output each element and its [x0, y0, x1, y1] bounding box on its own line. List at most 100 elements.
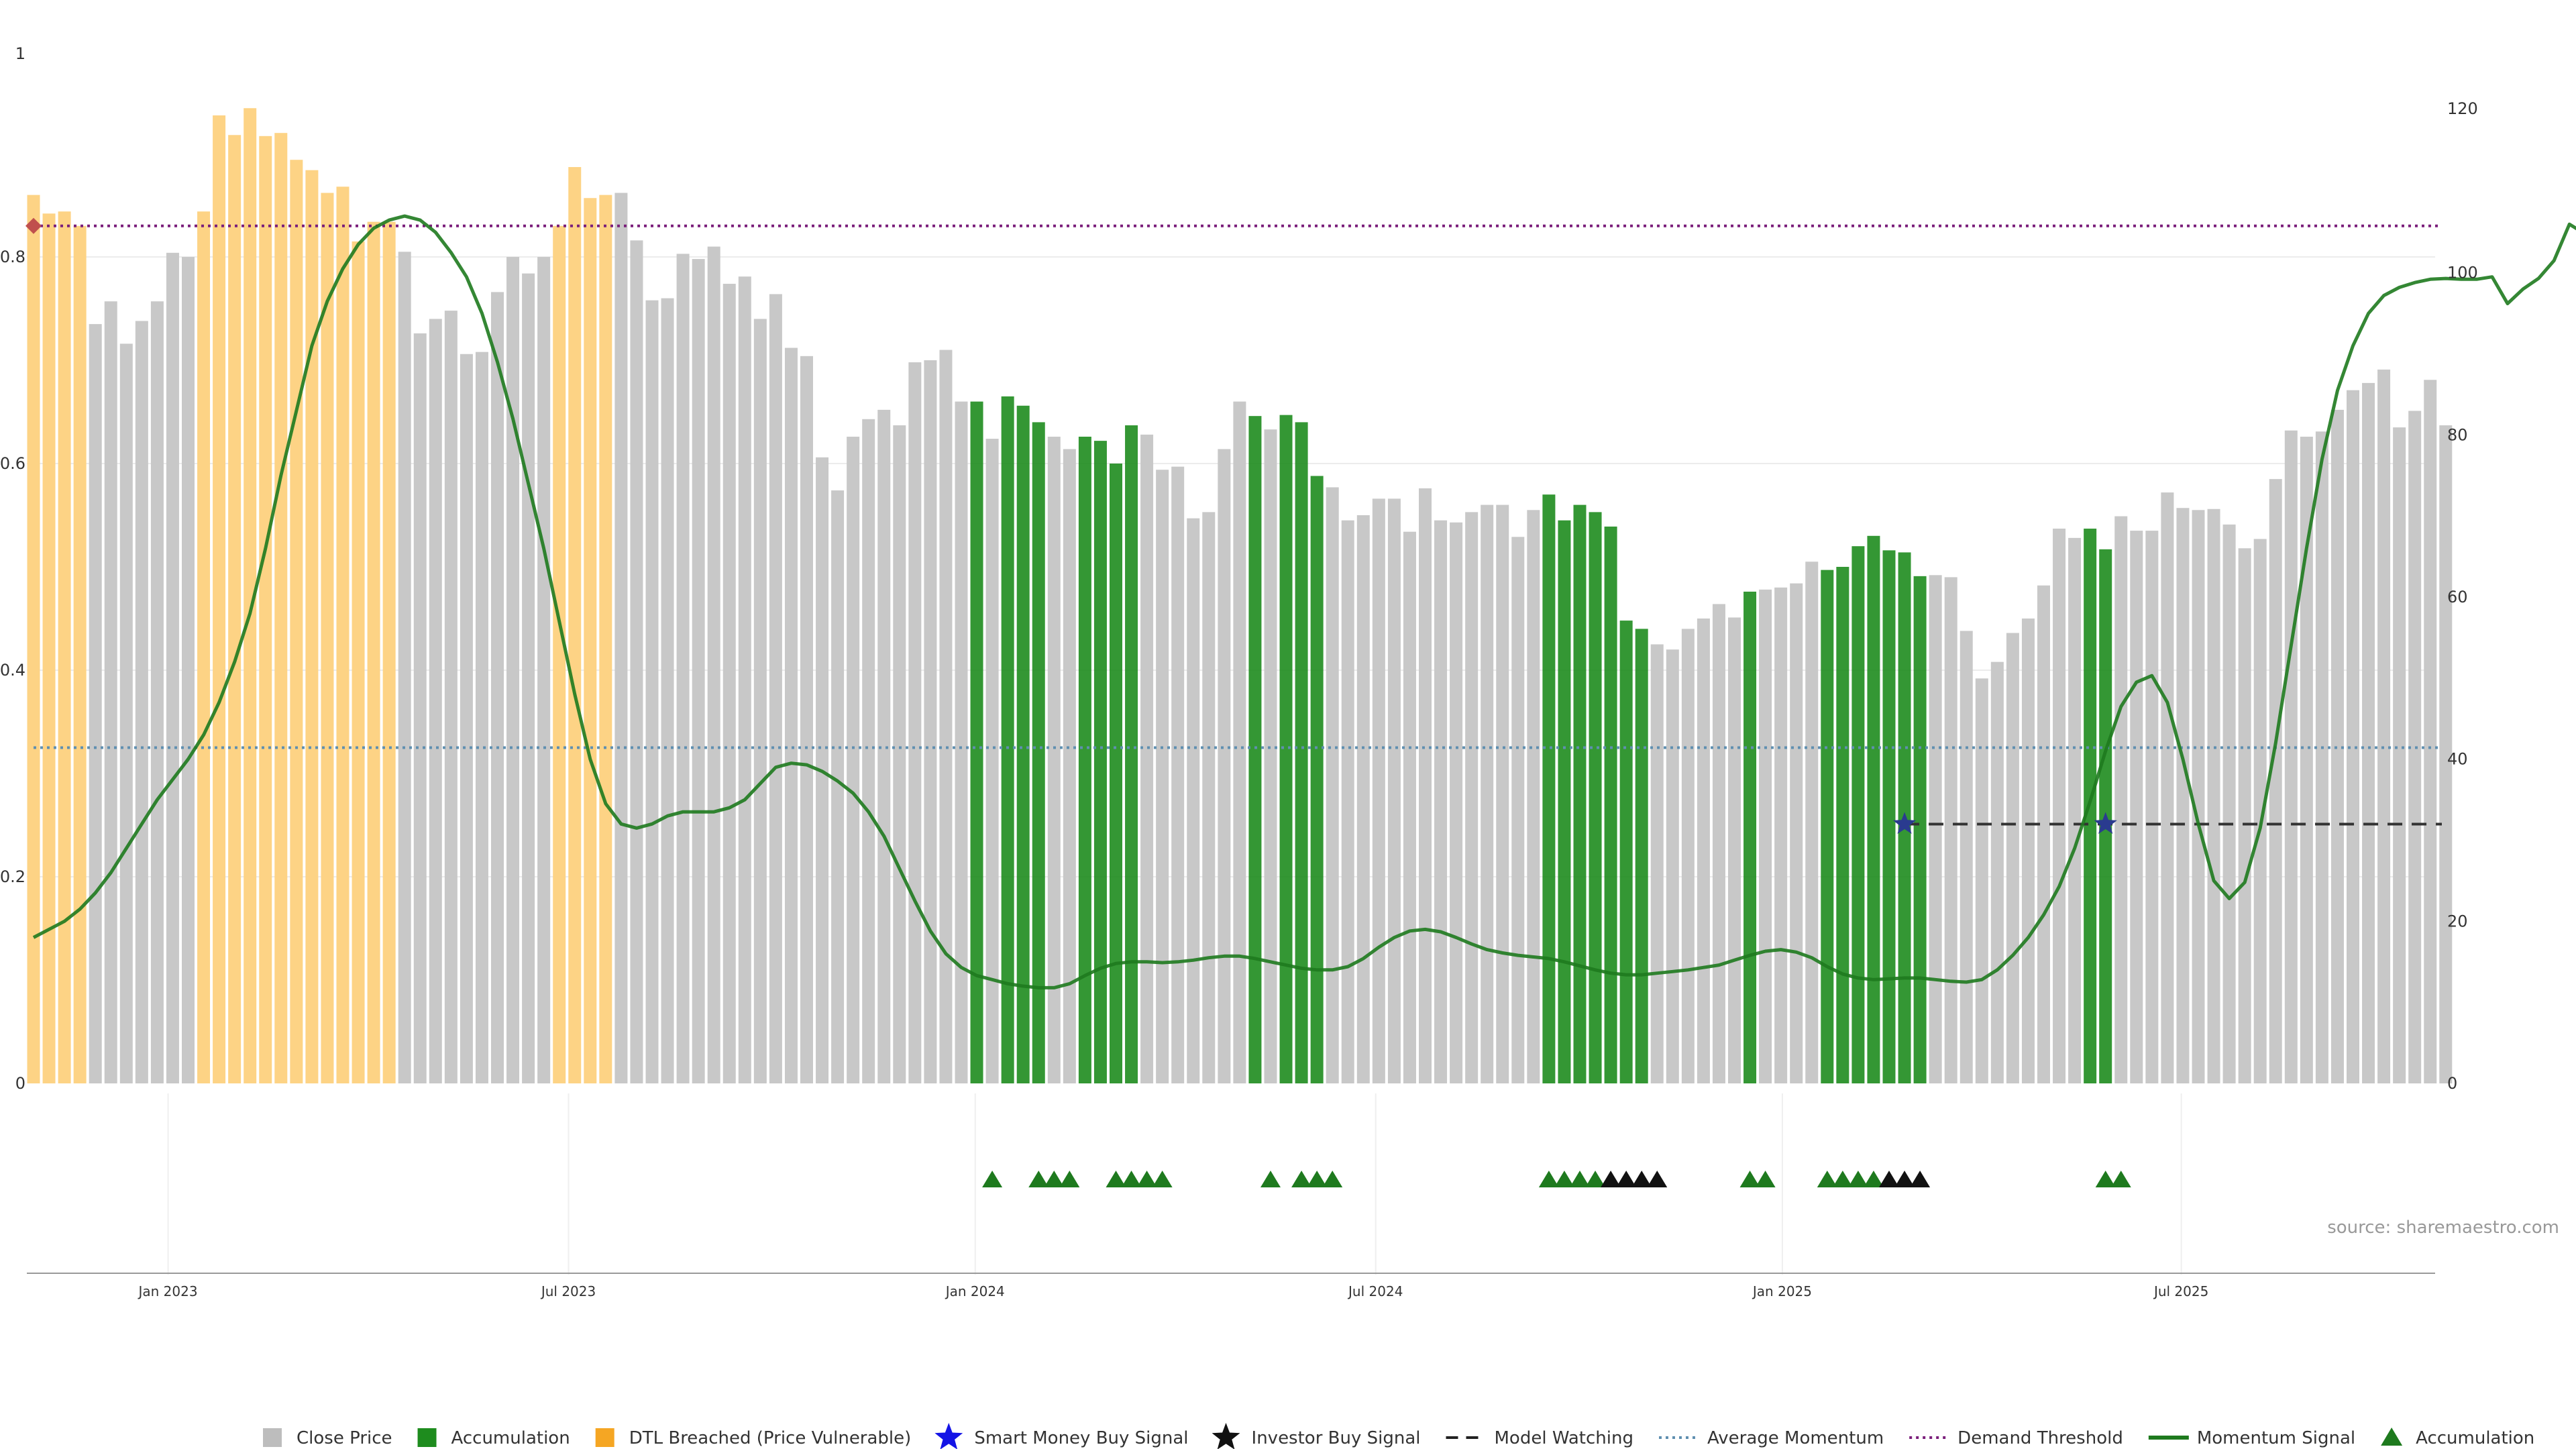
momentum-line-group: [32, 214, 2576, 989]
price-bar: [1635, 629, 1648, 1083]
price-bar: [769, 294, 782, 1084]
price-bar: [1341, 520, 1354, 1083]
price-bar: [692, 259, 705, 1084]
legend-item: Accumulation: [417, 1428, 570, 1448]
price-bar: [847, 436, 860, 1083]
price-bar: [1573, 504, 1587, 1083]
price-bar: [89, 324, 102, 1084]
accumulation-marker: [1260, 1171, 1281, 1187]
price-bar: [1604, 526, 1617, 1083]
price-bar: [676, 254, 690, 1083]
price-bar: [2377, 369, 2391, 1083]
price-bar: [707, 246, 720, 1084]
price-bar: [1960, 631, 1973, 1083]
price-bar: [614, 193, 628, 1083]
investor-buy-marker: [1910, 1171, 1931, 1187]
legend-label: Model Watching: [1495, 1428, 1633, 1448]
accumulation-marker: [1291, 1171, 1312, 1187]
price-bar: [1233, 401, 1246, 1083]
price-bar: [274, 133, 288, 1084]
price-bar: [1202, 512, 1216, 1083]
momentum-signal-line: [32, 214, 2576, 989]
price-bar: [2006, 633, 2019, 1083]
x-tick-label: Jul 2024: [1347, 1283, 1403, 1299]
legend-star-icon: [934, 1423, 963, 1449]
investor-buy-marker: [1879, 1171, 1899, 1187]
price-bar: [753, 319, 767, 1083]
price-bar: [382, 221, 396, 1083]
price-bar: [2145, 531, 2159, 1083]
investor-buy-marker: [1631, 1171, 1652, 1187]
price-bar: [244, 108, 257, 1084]
source-label: source: sharemaestro.com: [2327, 1218, 2559, 1238]
price-bar: [1589, 512, 1602, 1083]
price-bar: [2408, 411, 2422, 1083]
price-bar: [985, 439, 999, 1083]
price-bar: [150, 301, 164, 1084]
price-bar: [1929, 575, 1942, 1083]
legend-label: Average Momentum: [1707, 1428, 1884, 1448]
accumulation-marker: [1585, 1171, 1606, 1187]
price-bar: [1387, 498, 1401, 1083]
legend-label: Accumulation: [451, 1428, 570, 1448]
price-bar: [1063, 449, 1076, 1083]
price-bar: [630, 240, 643, 1083]
accumulation-marker: [1121, 1171, 1142, 1187]
price-bar: [2238, 548, 2251, 1083]
right-tick-label: 120: [2447, 99, 2478, 118]
price-bar: [924, 360, 937, 1083]
price-bar: [1821, 570, 1834, 1083]
price-bar: [1558, 520, 1571, 1083]
price-bar: [506, 257, 520, 1083]
price-bar: [1913, 576, 1927, 1083]
legend-swatch: [417, 1428, 437, 1447]
price-bar: [321, 193, 334, 1083]
accumulation-marker: [1755, 1171, 1776, 1187]
price-bar: [1125, 425, 1138, 1083]
price-bar: [1093, 441, 1107, 1083]
accumulation-marker: [982, 1171, 1003, 1187]
price-bar: [1542, 494, 1556, 1083]
price-bar: [862, 419, 875, 1083]
price-bar: [1790, 583, 1803, 1083]
price-bar: [1264, 429, 1277, 1083]
price-bar: [290, 160, 303, 1084]
price-bar: [1666, 649, 1679, 1083]
accumulation-marker: [1863, 1171, 1884, 1187]
price-bar: [367, 221, 380, 1083]
price-bar: [166, 252, 179, 1084]
right-tick-label: 0: [2447, 1074, 2457, 1093]
x-tick-label: Jul 2023: [540, 1283, 596, 1299]
price-bar: [1450, 522, 1463, 1083]
price-bar: [73, 225, 87, 1083]
right-tick-label: 40: [2447, 750, 2468, 769]
price-bar: [1032, 422, 1045, 1083]
price-bar: [460, 354, 473, 1083]
price-bar: [398, 252, 411, 1083]
price-bar: [228, 135, 241, 1083]
price-bar: [893, 425, 906, 1083]
price-bar: [27, 195, 40, 1084]
price-bar: [2300, 436, 2313, 1083]
price-bar: [599, 195, 612, 1084]
right-axis-ticks: 0 20 40 60 80 100 120: [2447, 99, 2478, 1093]
accumulation-marker: [1847, 1171, 1868, 1187]
price-bars: [27, 108, 2453, 1084]
price-bar: [413, 333, 427, 1084]
legend-item: Demand Threshold: [1909, 1428, 2123, 1448]
legend-item: Investor Buy Signal: [1212, 1423, 1421, 1449]
price-bar: [738, 276, 751, 1083]
legend-label: DTL Breached (Price Vulnerable): [629, 1428, 912, 1448]
price-bar: [522, 273, 535, 1083]
price-bar: [135, 321, 148, 1084]
legend-label: Demand Threshold: [1957, 1428, 2123, 1448]
price-bar: [352, 241, 365, 1083]
x-tick-label: Jan 2023: [137, 1283, 197, 1299]
price-bar: [305, 170, 319, 1083]
signal-panel: [982, 1171, 2131, 1187]
right-tick-label: 60: [2447, 588, 2468, 606]
price-bar: [1218, 449, 1231, 1083]
price-bar: [259, 136, 272, 1083]
price-bar: [537, 257, 551, 1083]
